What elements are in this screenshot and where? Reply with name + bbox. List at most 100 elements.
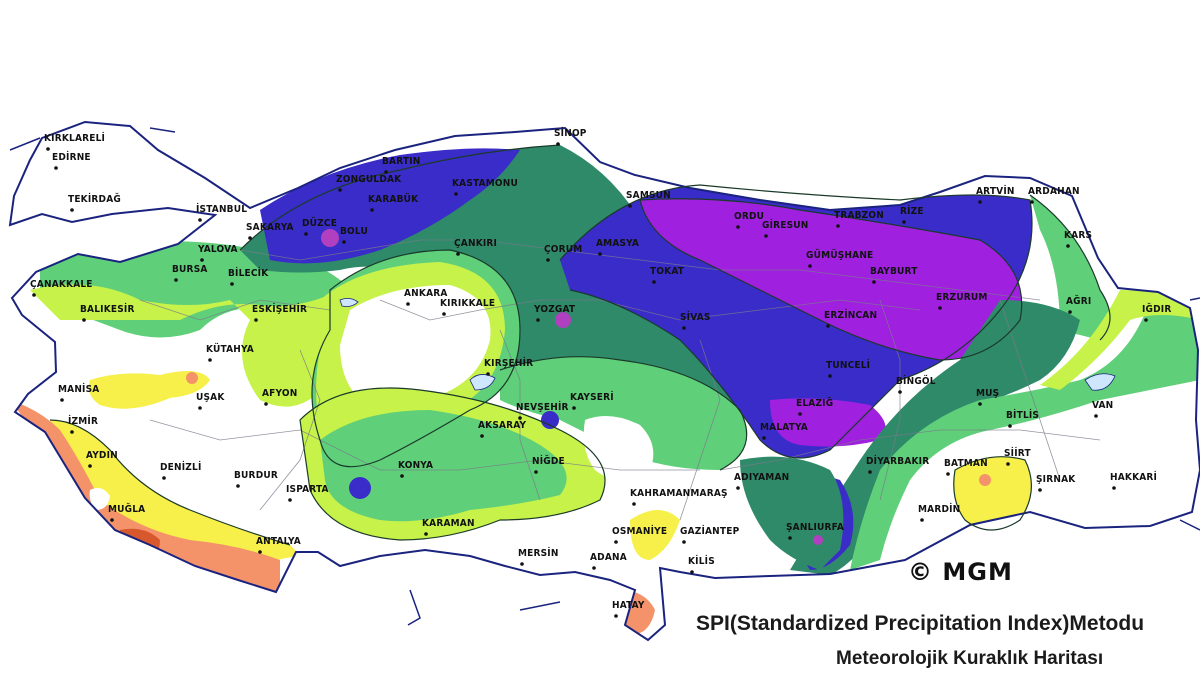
city-marker: [1030, 200, 1034, 204]
city-marker: [258, 550, 262, 554]
city-label: GAZİANTEP: [680, 523, 740, 537]
city-label: HAKKARİ: [1110, 469, 1157, 483]
city-marker: [520, 562, 524, 566]
city-label: VAN: [1092, 400, 1113, 411]
drought-zone-purple: [770, 398, 886, 447]
drought-zone-yellow: [630, 510, 680, 560]
city-marker: [400, 474, 404, 478]
city-label: ANKARA: [404, 288, 448, 299]
city-label: KAYSERİ: [570, 389, 614, 403]
lakes: [339, 298, 1116, 391]
city-label: ANTALYA: [256, 536, 301, 547]
city-label: TUNCELİ: [826, 357, 870, 371]
city-marker: [264, 402, 268, 406]
city-label: ORDU: [734, 211, 764, 222]
drought-zone-blue: [541, 411, 559, 429]
city-label: AMASYA: [596, 238, 639, 249]
city-label: UŞAK: [196, 392, 225, 403]
city-marker: [230, 282, 234, 286]
country-outline: [8, 120, 1200, 642]
city-marker: [690, 570, 694, 574]
drought-zone-green: [850, 300, 1200, 570]
city-label: ÇANKIRI: [454, 238, 497, 249]
city-marker: [572, 406, 576, 410]
city-marker: [614, 540, 618, 544]
city-marker: [454, 192, 458, 196]
city-label: EDİRNE: [52, 149, 91, 163]
drought-zone-teal: [790, 300, 1080, 575]
city-label: MUĞLA: [108, 502, 145, 515]
city-label: BATMAN: [944, 458, 988, 469]
city-marker: [978, 402, 982, 406]
city-label: BURSA: [172, 264, 208, 275]
city-label: ŞANLIURFA: [786, 522, 844, 533]
map-caption-method: SPI(Standardized Precipitation Index)Met…: [696, 612, 1145, 635]
city-label: AĞRI: [1066, 294, 1091, 307]
city-label: SAKARYA: [246, 222, 294, 233]
drought-zone-normal: [89, 488, 110, 510]
city-label: NEVŞEHİR: [516, 399, 569, 413]
drought-zone-green: [500, 356, 747, 470]
city-marker: [682, 540, 686, 544]
city-label: ARDAHAN: [1028, 186, 1080, 197]
drought-zone-blue: [349, 477, 371, 499]
city-marker: [162, 476, 166, 480]
city-marker: [1008, 424, 1012, 428]
city-label: SAMSUN: [626, 190, 671, 201]
city-marker: [598, 252, 602, 256]
city-label: ADIYAMAN: [734, 472, 789, 483]
city-marker: [1112, 486, 1116, 490]
city-marker: [288, 498, 292, 502]
city-label: İSTANBUL: [196, 201, 247, 215]
city-label: KASTAMONU: [452, 178, 518, 189]
city-marker: [534, 470, 538, 474]
city-marker: [70, 208, 74, 212]
city-label: BURDUR: [234, 470, 278, 481]
city-marker: [518, 416, 522, 420]
city-label: DİYARBAKIR: [866, 453, 929, 467]
city-marker: [424, 532, 428, 536]
city-label: ÇANAKKALE: [30, 279, 93, 290]
city-label: KARS: [1064, 230, 1092, 241]
city-marker: [898, 390, 902, 394]
city-label: KARAMAN: [422, 518, 475, 529]
city-marker: [32, 293, 36, 297]
city-label: KÜTAHYA: [206, 341, 254, 355]
city-label: MALATYA: [760, 422, 808, 433]
city-marker: [632, 502, 636, 506]
copyright-label: © MGM: [908, 558, 1013, 586]
city-marker: [920, 518, 924, 522]
city-marker: [798, 412, 802, 416]
city-marker: [546, 258, 550, 262]
city-label: YOZGAT: [533, 304, 576, 315]
city-label: KİLİS: [688, 553, 715, 567]
city-marker: [406, 302, 410, 306]
city-label: KIRŞEHİR: [484, 355, 533, 369]
city-label: ERZİNCAN: [824, 307, 877, 321]
city-marker: [60, 398, 64, 402]
city-marker: [1068, 310, 1072, 314]
city-label: TRABZON: [834, 210, 884, 221]
city-marker: [480, 434, 484, 438]
city-marker: [70, 430, 74, 434]
drought-zone-yellow: [953, 456, 1032, 530]
city-label: GİRESUN: [762, 217, 809, 231]
city-label: BİTLİS: [1006, 407, 1039, 421]
drought-zone-orange: [10, 400, 280, 600]
city-label: YALOVA: [197, 244, 238, 255]
city-marker: [338, 188, 342, 192]
city-label: NİĞDE: [532, 453, 565, 467]
city-marker: [254, 318, 258, 322]
city-marker: [826, 324, 830, 328]
city-label: TOKAT: [650, 266, 685, 277]
city-marker: [1038, 488, 1042, 492]
city-label: MERSİN: [518, 545, 559, 559]
drought-zone-green: [320, 410, 567, 522]
city-marker: [556, 142, 560, 146]
city-marker: [868, 470, 872, 474]
neighbour-coastline: [9, 127, 1200, 626]
city-label: AFYON: [262, 388, 297, 399]
city-marker: [54, 166, 58, 170]
drought-zone-magenta: [813, 535, 823, 545]
